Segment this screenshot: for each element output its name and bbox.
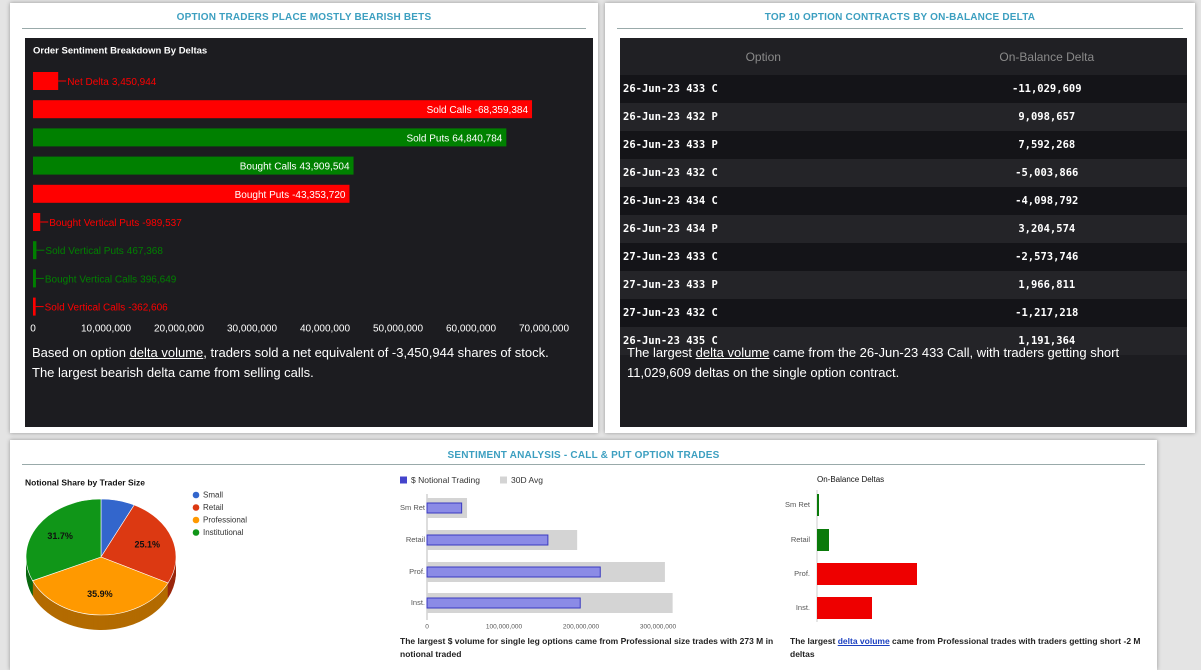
delta-note: The largest delta volume came from Profe… bbox=[790, 635, 1155, 661]
table-cell: 3,204,574 bbox=[906, 215, 1187, 243]
table-row: 26-Jun-23 433 C -11,029,609 bbox=[620, 75, 1187, 103]
table-cell: -4,098,792 bbox=[906, 187, 1187, 215]
summary: The largest delta volume came from the 2… bbox=[627, 343, 1162, 383]
table-cell: 26-Jun-23 434 P bbox=[620, 215, 907, 243]
table-cell: -2,573,746 bbox=[906, 243, 1187, 271]
link[interactable]: delta volume bbox=[695, 345, 770, 360]
link[interactable]: delta volume bbox=[129, 345, 204, 360]
bottom-panel: SENTIMENT ANALYSIS - CALL & PUT OPTION T… bbox=[10, 440, 1157, 670]
table-cell: 1,191,364 bbox=[906, 327, 1187, 355]
panel-title: OPTION TRADERS PLACE MOSTLY BEARISH BETS bbox=[176, 12, 432, 23]
table-cell: 26-Jun-23 432 C bbox=[620, 159, 907, 187]
table-cell: 27-Jun-23 432 C bbox=[620, 299, 907, 327]
table-cell: -5,003,866 bbox=[906, 159, 1187, 187]
table-cell: 7,592,268 bbox=[906, 131, 1187, 159]
link[interactable]: delta volume bbox=[837, 636, 890, 646]
summary: Based on option delta volume, traders so… bbox=[32, 343, 592, 383]
table-cell: 26-Jun-23 433 C bbox=[620, 75, 907, 103]
text: came from Professional trades with trade… bbox=[790, 636, 1141, 659]
text: The largest bbox=[790, 636, 838, 646]
column-header: On-Balance Delta bbox=[906, 38, 1187, 75]
column-header: Option bbox=[620, 38, 907, 75]
table-cell: 27-Jun-23 433 P bbox=[620, 271, 907, 299]
table-cell: -1,217,218 bbox=[906, 299, 1187, 327]
title-rule bbox=[617, 28, 1183, 29]
table-row: 26-Jun-23 435 C 1,191,364 bbox=[620, 327, 1187, 355]
table-cell: 26-Jun-23 433 P bbox=[620, 131, 907, 159]
notional-note: The largest $ volume for single leg opti… bbox=[400, 636, 774, 659]
table-cell: 27-Jun-23 433 C bbox=[620, 243, 907, 271]
table-cell: 26-Jun-23 434 C bbox=[620, 187, 907, 215]
table-cell: 26-Jun-23 435 C bbox=[620, 327, 907, 355]
text: , traders sold a net equivalent of -3,45… bbox=[203, 345, 549, 360]
text: The largest bearish delta came from sell… bbox=[32, 365, 314, 380]
table-row: 26-Jun-23 432 P 9,098,657 bbox=[620, 103, 1187, 131]
table-row: 26-Jun-23 432 C -5,003,866 bbox=[620, 159, 1187, 187]
table-cell: 1,966,811 bbox=[906, 271, 1187, 299]
table-row: 26-Jun-23 433 P 7,592,268 bbox=[620, 131, 1187, 159]
table: Option On-Balance Delta 26-Jun-23 433 C -11… bbox=[620, 38, 1187, 355]
table-cell: 26-Jun-23 432 P bbox=[620, 103, 907, 131]
left-panel: OPTION TRADERS PLACE MOSTLY BEARISH BETS… bbox=[10, 3, 598, 433]
table-row: 27-Jun-23 433 C -2,573,746 bbox=[620, 243, 1187, 271]
table-row: 26-Jun-23 434 C -4,098,792 bbox=[620, 187, 1187, 215]
table-cell: -11,029,609 bbox=[906, 75, 1187, 103]
table-box: Option On-Balance Delta 26-Jun-23 433 C -11… bbox=[620, 38, 1187, 427]
table-row: 27-Jun-23 432 C -1,217,218 bbox=[620, 299, 1187, 327]
title-rule bbox=[22, 28, 586, 29]
header-row: Option On-Balance Delta bbox=[620, 38, 1187, 75]
table-cell: 9,098,657 bbox=[906, 103, 1187, 131]
text: came from the 26-Jun-23 433 Call, with t… bbox=[627, 345, 1120, 380]
title-rule bbox=[22, 464, 1145, 465]
text: Based on option bbox=[32, 345, 130, 360]
text: The largest bbox=[627, 345, 696, 360]
right-panel: TOP 10 OPTION CONTRACTS BY ON-BALANCE DE… bbox=[605, 3, 1195, 433]
panel-title: TOP 10 OPTION CONTRACTS BY ON-BALANCE DE… bbox=[764, 12, 1036, 23]
table-row: 27-Jun-23 433 P 1,966,811 bbox=[620, 271, 1187, 299]
panel-title: SENTIMENT ANALYSIS - CALL & PUT OPTION T… bbox=[447, 450, 720, 461]
table-row: 26-Jun-23 434 P 3,204,574 bbox=[620, 215, 1187, 243]
